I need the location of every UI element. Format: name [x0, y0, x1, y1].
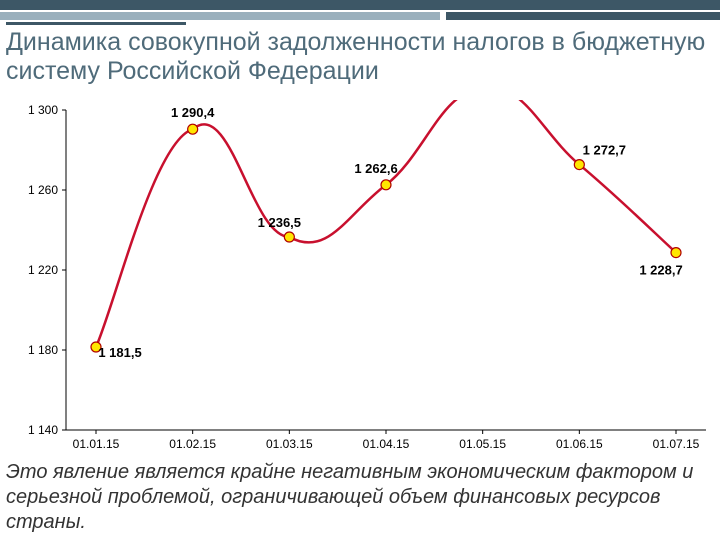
- data-label: 1 181,5: [98, 345, 141, 360]
- data-point: [381, 180, 391, 190]
- decor-bar: [6, 22, 186, 25]
- data-label: 1 236,5: [258, 215, 301, 230]
- chart-container: 1 140 1 180 1 220 1 260 1 300 01.01.15 01.02.1…: [6, 100, 714, 460]
- header-decor: [0, 0, 720, 28]
- x-tick-label: 01.02.15: [169, 437, 216, 451]
- decor-bar: [0, 12, 440, 20]
- x-tick-label: 01.06.15: [556, 437, 603, 451]
- data-point: [671, 248, 681, 258]
- x-tick-label: 01.04.15: [363, 437, 410, 451]
- x-tick-label: 01.07.15: [653, 437, 700, 451]
- data-label: 1 272,7: [583, 143, 626, 158]
- data-point: [284, 232, 294, 242]
- line-chart: 1 140 1 180 1 220 1 260 1 300 01.01.15 01.02.1…: [6, 100, 714, 460]
- data-point: [188, 124, 198, 134]
- decor-bar: [446, 12, 720, 20]
- y-tick-label: 1 140: [28, 423, 58, 437]
- x-tick-label: 01.01.15: [73, 437, 120, 451]
- slide: { "decor_bars": { "top_main": { "left": …: [0, 0, 720, 540]
- data-label: 1 228,7: [639, 263, 682, 278]
- data-label: 1 262,6: [354, 161, 397, 176]
- y-tick-label: 1 220: [28, 263, 58, 277]
- slide-title: Динамика совокупной задолженности налого…: [6, 28, 714, 86]
- slide-caption: Это явление является крайне негативным э…: [6, 460, 714, 535]
- data-point: [574, 160, 584, 170]
- x-tick-label: 01.03.15: [266, 437, 313, 451]
- y-tick-label: 1 300: [28, 103, 58, 117]
- y-tick-label: 1 260: [28, 183, 58, 197]
- decor-bar: [0, 0, 720, 10]
- y-tick-label: 1 180: [28, 343, 58, 357]
- x-tick-label: 01.05.15: [459, 437, 506, 451]
- data-label: 1 290,4: [171, 105, 215, 120]
